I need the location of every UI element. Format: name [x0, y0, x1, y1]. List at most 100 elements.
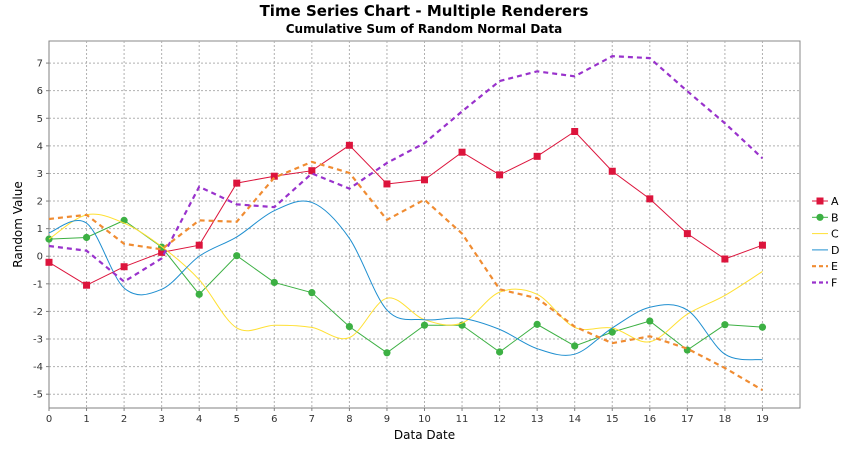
x-tick-label: 5 [234, 414, 240, 425]
x-tick-label: 10 [418, 414, 431, 425]
x-tick-label: 6 [271, 414, 277, 425]
series-e [48, 160, 764, 392]
series-f [48, 55, 764, 283]
x-tick-label: 17 [681, 414, 694, 425]
series-a-point [683, 230, 691, 238]
series-a-point [421, 176, 428, 184]
x-axis-label: Data Date [394, 428, 455, 442]
y-tick-label: -3 [33, 335, 43, 346]
y-tick-label: -2 [33, 307, 43, 318]
y-tick-label: -1 [33, 279, 43, 290]
x-tick-label: 7 [309, 414, 315, 425]
series-a-point [533, 152, 541, 160]
x-tick-label: 0 [46, 414, 52, 425]
legend-label-f: F [831, 277, 837, 290]
legend-label-d: D [831, 244, 839, 257]
legend-label-a: A [831, 195, 839, 208]
series-d [48, 200, 763, 361]
series-a-point [383, 180, 391, 188]
y-tick-label: 0 [37, 252, 43, 263]
legend-label-b: B [831, 211, 839, 224]
series-group [45, 55, 767, 392]
series-e-line [48, 160, 764, 392]
series-a-point [345, 141, 353, 149]
x-tick-label: 16 [643, 414, 656, 425]
x-tick-label: 12 [493, 414, 506, 425]
x-tick-label: 18 [719, 414, 732, 425]
series-b-point [233, 252, 241, 260]
x-tick-label: 1 [83, 414, 89, 425]
x-tick-label: 19 [756, 414, 769, 425]
y-tick-label: -5 [33, 390, 43, 401]
legend-marker-b [816, 213, 824, 221]
series-a-point [458, 148, 466, 156]
y-tick-label: 4 [37, 141, 43, 152]
series-a-point [158, 248, 166, 256]
chart-title: Time Series Chart - Multiple Renderers [260, 2, 589, 20]
x-tick-label: 14 [568, 414, 581, 425]
y-tick-label: 3 [37, 169, 43, 180]
series-a-point [496, 171, 504, 179]
series-a-point [646, 195, 654, 203]
series-b-point [646, 317, 654, 325]
series-b-point [308, 289, 316, 297]
series-a-point [195, 241, 203, 249]
series-a-point [721, 255, 729, 263]
series-b-point [195, 290, 203, 298]
y-tick-label: 7 [37, 59, 43, 70]
series-a-point [83, 281, 91, 289]
legend-label-e: E [831, 260, 838, 273]
x-tick-label: 13 [531, 414, 544, 425]
y-tick-label: 5 [37, 114, 43, 125]
series-b-point [82, 233, 91, 242]
series-b-point [345, 322, 353, 331]
series-a-point [571, 128, 579, 136]
x-tick-label: 2 [121, 414, 127, 425]
series-c [48, 213, 763, 343]
y-tick-label: -4 [33, 362, 43, 373]
series-d-line [48, 200, 763, 361]
series-a-point [608, 167, 616, 175]
series-b-point [758, 323, 767, 331]
series-b-point [721, 321, 729, 329]
series-a-point [308, 167, 316, 175]
legend-label-c: C [831, 228, 839, 241]
series-b-point [420, 321, 429, 329]
x-tick-label: 9 [384, 414, 390, 425]
y-tick-label: 2 [37, 197, 43, 208]
series-b-point [533, 320, 541, 328]
chart-subtitle: Cumulative Sum of Random Normal Data [286, 22, 563, 36]
legend-item-a: A [812, 195, 839, 208]
y-axis-label: Random Value [11, 181, 25, 267]
legend-item-d: D [812, 244, 839, 257]
legend-item-c: C [812, 228, 839, 241]
series-a-point [758, 241, 766, 249]
series-b-line [48, 219, 763, 354]
series-a-point [120, 263, 128, 271]
legend-item-e: E [812, 260, 838, 273]
x-tick-label: 15 [606, 414, 619, 425]
x-tick-label: 8 [346, 414, 352, 425]
legend-marker-a [816, 197, 824, 205]
x-tick-label: 4 [196, 414, 202, 425]
legend-item-b: B [812, 211, 839, 224]
series-a-point [45, 258, 53, 266]
series-f-line [48, 55, 764, 283]
series-b-point [270, 278, 278, 287]
series-a-point [270, 172, 278, 180]
grid [48, 41, 800, 408]
legend-item-f: F [812, 277, 837, 290]
series-b-point [496, 348, 504, 356]
x-tick-label: 11 [456, 414, 469, 425]
series-b [45, 216, 767, 357]
series-b-point [571, 342, 579, 350]
series-b-point [383, 349, 391, 357]
series-b-point [608, 328, 616, 336]
series-a-point [233, 179, 241, 187]
series-c-line [48, 213, 763, 343]
y-tick-label: 6 [37, 86, 43, 97]
axes: 0 1 2 3 4 5 6 7 8 9 10 11 12 13 14 15 16 17 18 19-5-4-3-2-1… [33, 41, 800, 425]
